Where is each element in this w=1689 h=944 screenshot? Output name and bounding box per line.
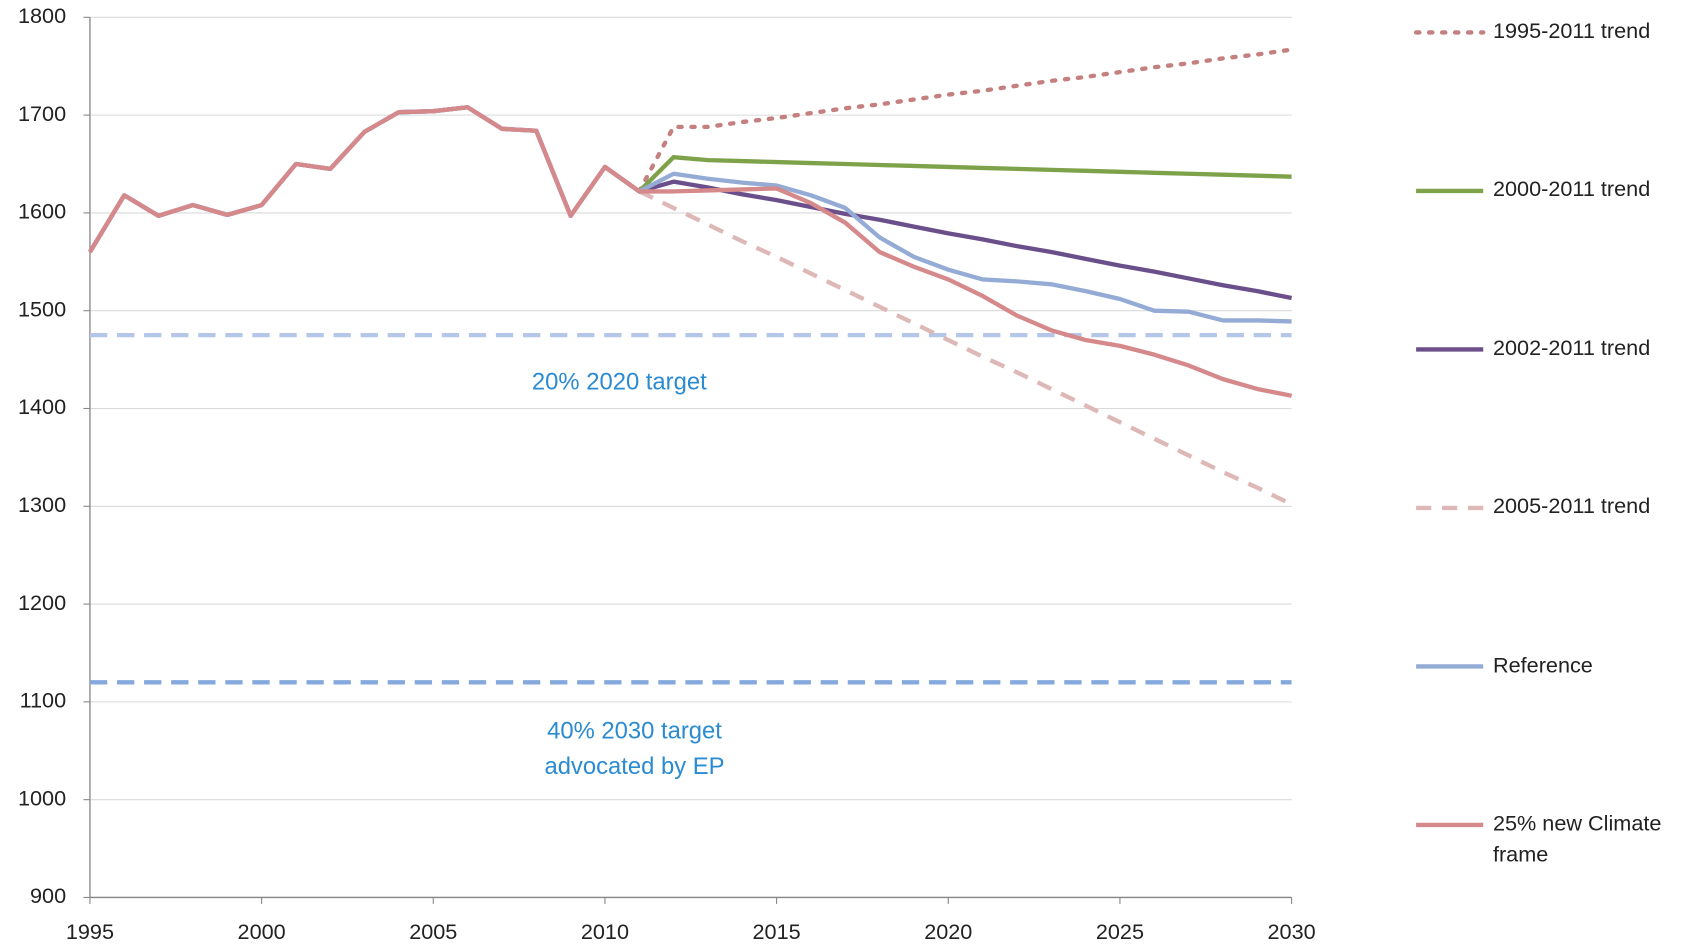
y-tick-label: 900 [30,883,66,908]
legend-label: 2005-2011 trend [1492,494,1651,519]
series-line [88,105,1293,301]
legend-label: 2002-2011 trend [1492,336,1651,361]
annotation-box: 40% 2030 target advocated by EP [544,716,725,780]
series-line [638,189,1293,507]
x-tick-label: 2025 [1096,919,1144,944]
y-tick-label: 1500 [18,296,66,321]
legend-label-box: Reference [1492,653,1593,678]
x-tick-label: 1995 [66,919,114,944]
legend-label: 1995-2011 trend [1492,19,1651,44]
legend-label: 25% new Climate frame [1492,811,1662,868]
annotation: 40% 2030 target advocated by EP [544,716,725,780]
legend-label-box: 2005-2011 trend [1492,494,1651,519]
series-line [637,155,1292,193]
legend-label: 2000-2011 trend [1492,177,1651,202]
x-tick-label: 2005 [409,919,457,944]
x-tick-label: 2030 [1268,919,1316,944]
x-tick-label: 2020 [924,919,972,944]
annotation-box: 20% 2020 target [531,368,707,396]
y-tick-label: 1400 [18,394,66,419]
y-tick-label: 1600 [18,199,66,224]
legend-label-box: 2000-2011 trend [1492,177,1651,202]
legend-label-box: 1995-2011 trend [1492,19,1651,44]
series-line [88,105,1293,398]
x-tick-label: 2010 [581,919,629,944]
y-tick-label: 1200 [18,590,66,615]
y-tick-label: 1000 [18,785,66,810]
legend-label-box: 25% new Climate frame [1492,811,1662,868]
series-line [637,47,1294,194]
x-tick-label: 2000 [238,919,286,944]
legend-label: Reference [1492,653,1593,678]
x-tick-label: 2015 [753,919,801,944]
annotation: 20% 2020 target [531,368,707,396]
y-tick-label: 1800 [18,3,66,28]
y-tick-label: 1700 [18,101,66,126]
y-tick-label: 1300 [18,492,66,517]
y-tick-label: 1100 [20,688,67,713]
legend-label-box: 2002-2011 trend [1492,336,1651,361]
